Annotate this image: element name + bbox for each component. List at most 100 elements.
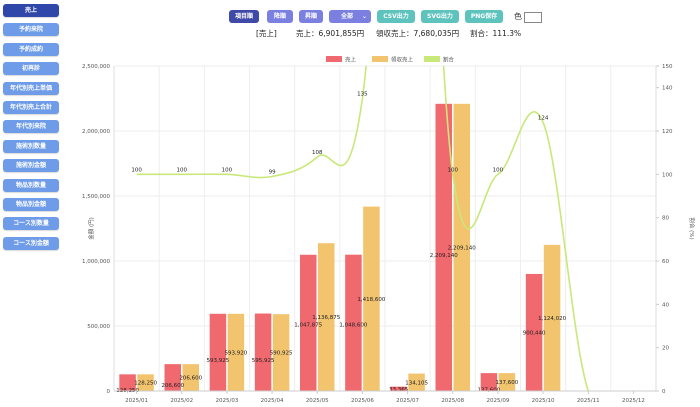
- ratio-data-label: 100: [222, 167, 233, 173]
- ratio-data-label: 99: [269, 170, 276, 176]
- x-tick-label: 2025/07: [396, 398, 419, 404]
- x-tick-label: 2025/10: [532, 398, 555, 404]
- summary-title: [売上]: [256, 29, 277, 38]
- filter-select-value: 全部: [341, 13, 354, 20]
- x-tick-label: 2025/12: [622, 398, 645, 404]
- svg-export-button[interactable]: SVG出力: [421, 10, 459, 23]
- right-tick-label: 0: [662, 389, 666, 395]
- sidebar: 売上予約来院予約成約初再診年代別売上単価 年代別売上合計 年代別来院施術別数量施術別…: [3, 4, 61, 256]
- sidebar-item-12[interactable]: コース別金額: [3, 236, 59, 250]
- bar-received: [318, 243, 335, 391]
- sidebar-item-0[interactable]: 売上: [3, 4, 59, 17]
- bar-received: [227, 313, 245, 391]
- legend-label: 領収売上: [391, 56, 414, 64]
- bar-data-label: 134,105: [405, 380, 428, 386]
- sidebar-item-1[interactable]: 予約来院: [3, 23, 59, 37]
- bar-data-label: 2,209,140: [448, 245, 476, 251]
- bar-sales: [119, 374, 136, 391]
- sort-asc-button[interactable]: 昇順: [299, 10, 323, 23]
- bar-data-label: 33,365: [389, 387, 409, 393]
- right-tick-label: 140: [662, 86, 673, 92]
- sidebar-item-11[interactable]: コース別数量: [3, 217, 59, 231]
- sidebar-item-10[interactable]: 物品別金額: [3, 197, 59, 211]
- bar-data-label: 593,920: [225, 350, 248, 356]
- right-tick-label: 150: [662, 64, 673, 70]
- right-tick-label: 120: [662, 129, 673, 135]
- bar-received: [453, 103, 470, 391]
- bar-sales: [209, 313, 227, 391]
- left-tick-label: 500,000: [87, 324, 110, 330]
- bar-data-label: 1,047,875: [294, 322, 322, 328]
- left-tick-label: 2,000,000: [82, 129, 110, 135]
- bar-data-label: 2,209,140: [430, 253, 458, 259]
- summary-sales: 売上：6,901,855円: [296, 29, 365, 38]
- legend-label: 割合: [443, 56, 455, 64]
- bar-data-label: 900,440: [523, 330, 546, 336]
- bar-received: [272, 314, 290, 391]
- right-tick-label: 20: [662, 346, 669, 352]
- bar-data-label: 128,250: [134, 381, 157, 387]
- sidebar-item-8[interactable]: 施術別金額: [3, 159, 59, 173]
- bar-sales: [254, 313, 272, 391]
- bar-data-label: 593,925: [207, 358, 230, 364]
- bar-data-label: 128,250: [116, 388, 139, 394]
- sort-item-order-button[interactable]: 項目順: [229, 10, 259, 23]
- legend-swatch: [424, 56, 440, 62]
- x-tick-label: 2025/01: [125, 398, 148, 404]
- sidebar-item-9[interactable]: 物品別数量: [3, 178, 59, 192]
- toolbar: 項目順 降順 昇順 全部 ⌄ CSV出力 SVG出力 PNG保存 色: [0, 10, 700, 24]
- x-tick-label: 2025/03: [215, 398, 238, 404]
- ratio-line: [136, 66, 634, 391]
- bar-sales: [164, 364, 181, 391]
- legend-swatch: [326, 56, 342, 62]
- bar-received: [543, 244, 561, 391]
- right-tick-label: 40: [662, 302, 669, 308]
- bar-data-label: 595,925: [252, 358, 275, 364]
- sidebar-item-2[interactable]: 予約成約: [3, 42, 59, 56]
- csv-export-button[interactable]: CSV出力: [377, 10, 415, 23]
- color-picker[interactable]: [524, 12, 542, 23]
- x-tick-label: 2025/05: [306, 398, 329, 404]
- sidebar-item-7[interactable]: 施術別数量: [3, 139, 59, 153]
- right-tick-label: 100: [662, 172, 673, 178]
- bar-sales: [435, 103, 452, 391]
- sidebar-item-5[interactable]: 年代別売上合計: [3, 100, 59, 114]
- sort-desc-button[interactable]: 降順: [267, 10, 293, 23]
- color-label: 色: [514, 12, 522, 21]
- bar-data-label: 1,048,600: [339, 322, 367, 328]
- right-tick-label: 60: [662, 259, 669, 265]
- bar-data-label: 590,925: [270, 351, 293, 357]
- bar-data-label: 1,136,875: [312, 315, 340, 321]
- left-tick-label: 1,000,000: [82, 259, 110, 265]
- legend-swatch: [372, 56, 388, 62]
- ratio-data-label: 100: [177, 167, 188, 173]
- summary-ratio: 割合：111.3%: [470, 29, 522, 38]
- x-tick-label: 2025/06: [351, 398, 374, 404]
- x-tick-label: 2025/11: [577, 398, 600, 404]
- right-axis-title: 割合 (%): [688, 217, 696, 239]
- left-tick-label: 1,500,000: [82, 194, 110, 200]
- bar-data-label: 137,600: [478, 388, 501, 394]
- png-save-button[interactable]: PNG保存: [465, 10, 503, 23]
- x-tick-label: 2025/02: [170, 398, 193, 404]
- sidebar-item-3[interactable]: 初再診: [3, 62, 59, 76]
- bar-sales: [390, 386, 407, 391]
- summary-received: 領収売上：7,680,035円: [376, 29, 460, 38]
- left-tick-label: 2,500,000: [82, 64, 110, 70]
- sidebar-item-6[interactable]: 年代別来院: [3, 120, 59, 134]
- bar-received: [182, 364, 199, 391]
- bar-sales: [345, 254, 362, 391]
- bar-data-label: 206,600: [161, 383, 184, 389]
- bar-received: [363, 206, 380, 391]
- bar-data-label: 1,124,020: [538, 316, 566, 322]
- ratio-data-label: 100: [131, 167, 142, 173]
- bar-received: [137, 374, 154, 391]
- bar-received: [498, 373, 516, 391]
- sidebar-item-4[interactable]: 年代別売上単価: [3, 81, 59, 95]
- x-tick-label: 2025/08: [441, 398, 464, 404]
- ratio-data-label: 124: [538, 115, 549, 121]
- x-tick-label: 2025/04: [261, 398, 284, 404]
- filter-select[interactable]: 全部 ⌄: [329, 10, 371, 23]
- bar-sales: [300, 254, 317, 391]
- left-tick-label: 0: [107, 389, 111, 395]
